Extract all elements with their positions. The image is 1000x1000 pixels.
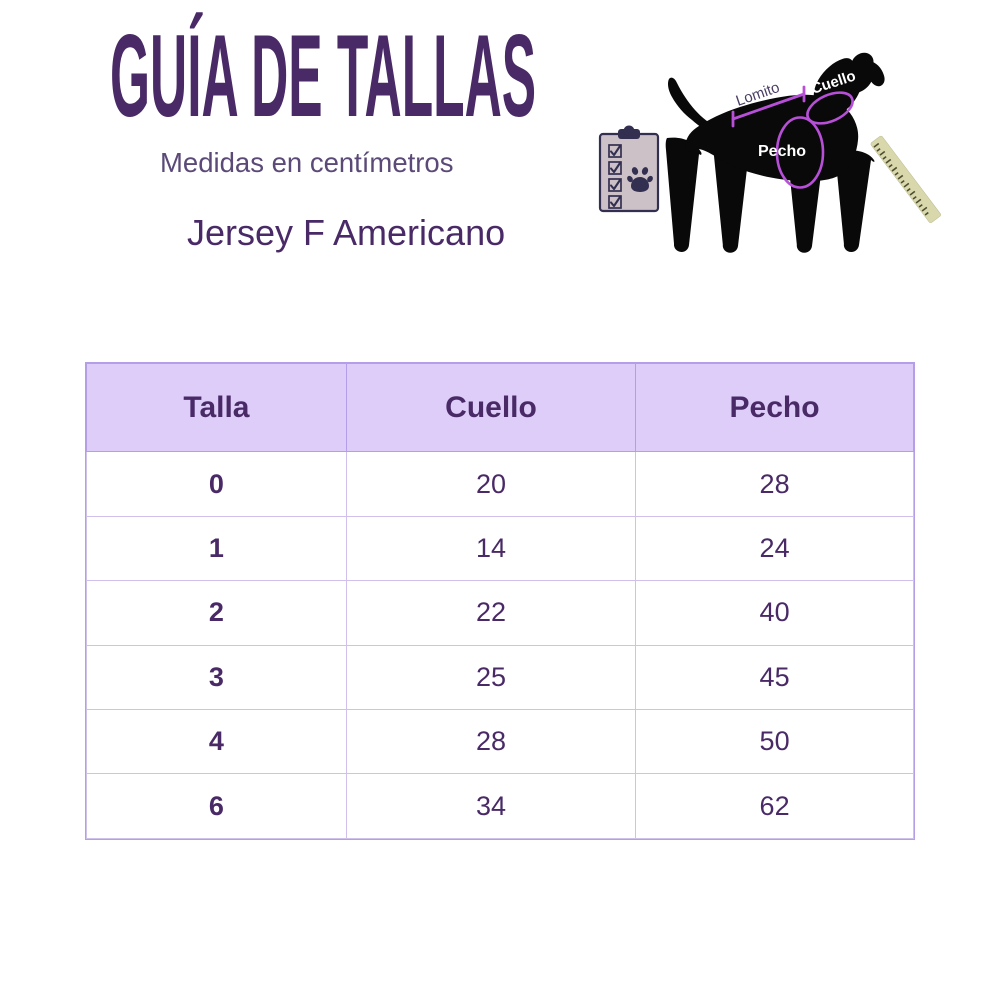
svg-text:Pecho: Pecho <box>758 143 806 160</box>
